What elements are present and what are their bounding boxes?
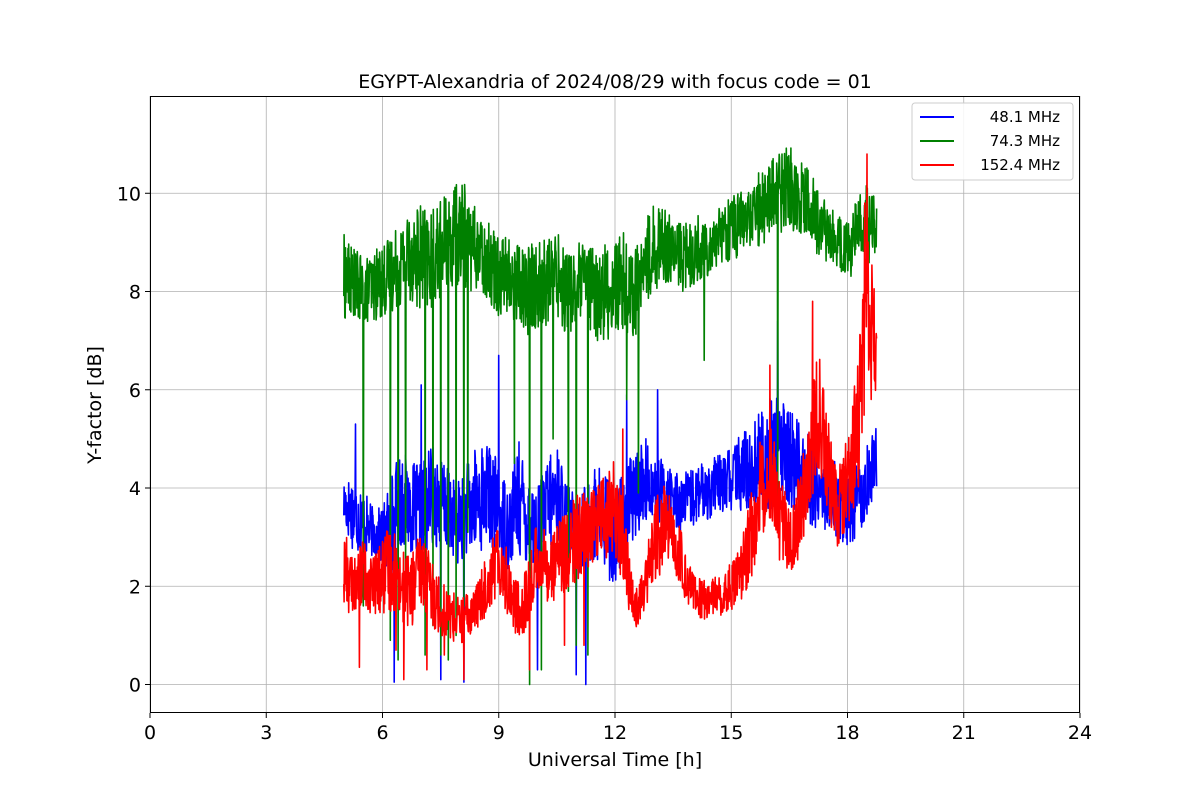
y-tick-label: 10	[117, 183, 141, 205]
x-axis-ticks: 0 3 6 9 12 15 18 21 24	[144, 713, 1092, 744]
x-axis-title: Universal Time [h]	[528, 749, 702, 771]
legend: 48.1 MHz 74.3 MHz 152.4 MHz	[911, 102, 1074, 181]
y-tick-label: 2	[129, 576, 141, 598]
x-tick-label: 6	[376, 722, 388, 744]
plot-area-frame	[150, 96, 1080, 713]
y-tick-label: 6	[129, 380, 141, 402]
y-axis-title: Y-factor [dB]	[84, 346, 106, 465]
x-tick-label: 21	[952, 722, 976, 744]
legend-label: 152.4 MHz	[980, 156, 1060, 174]
y-tick-label: 4	[129, 478, 141, 500]
x-tick-label: 15	[719, 722, 743, 744]
series-line-1	[342, 147, 878, 686]
series-line-2	[343, 153, 878, 681]
series-lines	[342, 147, 878, 686]
y-axis-ticks: 0 2 4 6 8 10	[117, 183, 150, 697]
legend-label: 48.1 MHz	[990, 108, 1060, 126]
y-tick-label: 8	[129, 282, 141, 304]
x-tick-label: 9	[493, 722, 505, 744]
legend-box	[911, 102, 1074, 181]
legend-label: 74.3 MHz	[990, 132, 1060, 150]
x-tick-label: 24	[1068, 722, 1092, 744]
x-tick-label: 18	[835, 722, 859, 744]
y-tick-label: 0	[129, 675, 141, 697]
chart-title: EGYPT-Alexandria of 2024/08/29 with focu…	[358, 71, 872, 93]
x-tick-label: 3	[260, 722, 272, 744]
x-tick-label: 12	[603, 722, 627, 744]
x-tick-label: 0	[144, 722, 156, 744]
